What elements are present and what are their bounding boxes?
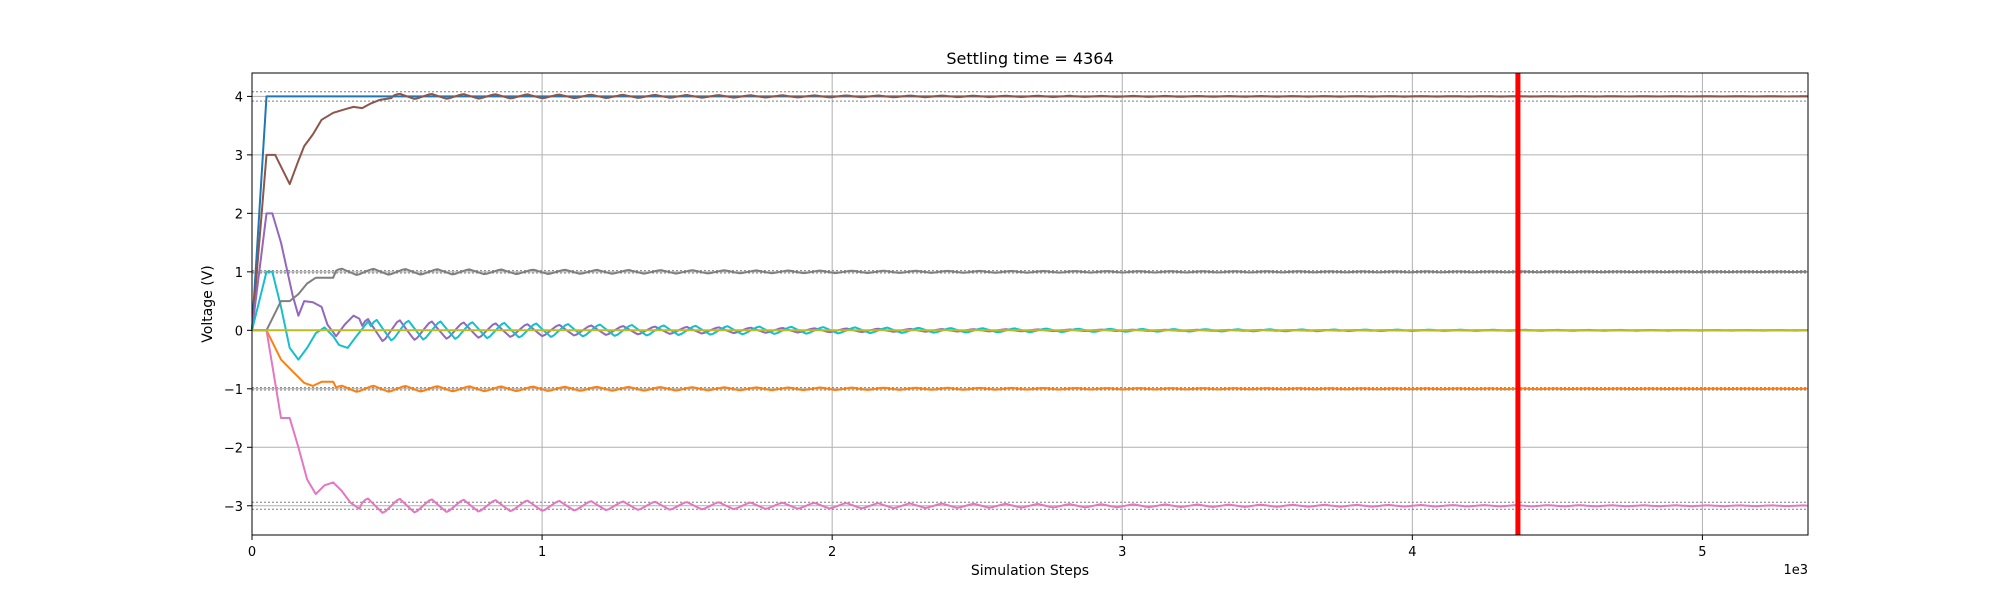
series-line-1 xyxy=(251,92,1807,331)
x-tick-label: 3 xyxy=(1118,545,1126,560)
grid xyxy=(251,73,1808,535)
y-tick-label: −1 xyxy=(224,383,243,398)
y-axis-label: Voltage (V) xyxy=(200,265,216,342)
tolerance-bands xyxy=(252,91,1808,510)
x-tick-label: 4 xyxy=(1408,545,1416,560)
x-tick-label: 0 xyxy=(248,545,256,560)
x-axis: 0 1 2 3 4 5 xyxy=(248,535,1707,560)
series-line-6 xyxy=(252,329,1807,514)
x-tick-label: 5 xyxy=(1698,545,1706,560)
series-layer xyxy=(251,92,1808,514)
x-tick-label: 2 xyxy=(828,545,836,560)
chart-title: Settling time = 4364 xyxy=(946,49,1113,68)
series-line-2 xyxy=(251,212,1807,342)
y-tick-label: 3 xyxy=(235,149,243,164)
x-axis-offset-label: 1e3 xyxy=(1783,563,1808,578)
y-tick-label: 0 xyxy=(235,324,243,339)
y-tick-label: 2 xyxy=(235,207,243,222)
series-line-5 xyxy=(252,329,1807,393)
plot-frame xyxy=(251,72,1809,536)
series-line-3 xyxy=(251,270,1807,361)
x-axis-label: Simulation Steps xyxy=(971,563,1089,579)
y-tick-label: −2 xyxy=(224,441,243,456)
series-line-4 xyxy=(252,267,1807,332)
x-tick-label: 1 xyxy=(538,545,546,560)
y-tick-label: 1 xyxy=(235,266,243,281)
y-tick-label: −3 xyxy=(224,500,243,515)
y-tick-label: 4 xyxy=(235,90,243,105)
y-axis: −3 −2 −1 0 1 2 3 4 xyxy=(224,90,252,515)
